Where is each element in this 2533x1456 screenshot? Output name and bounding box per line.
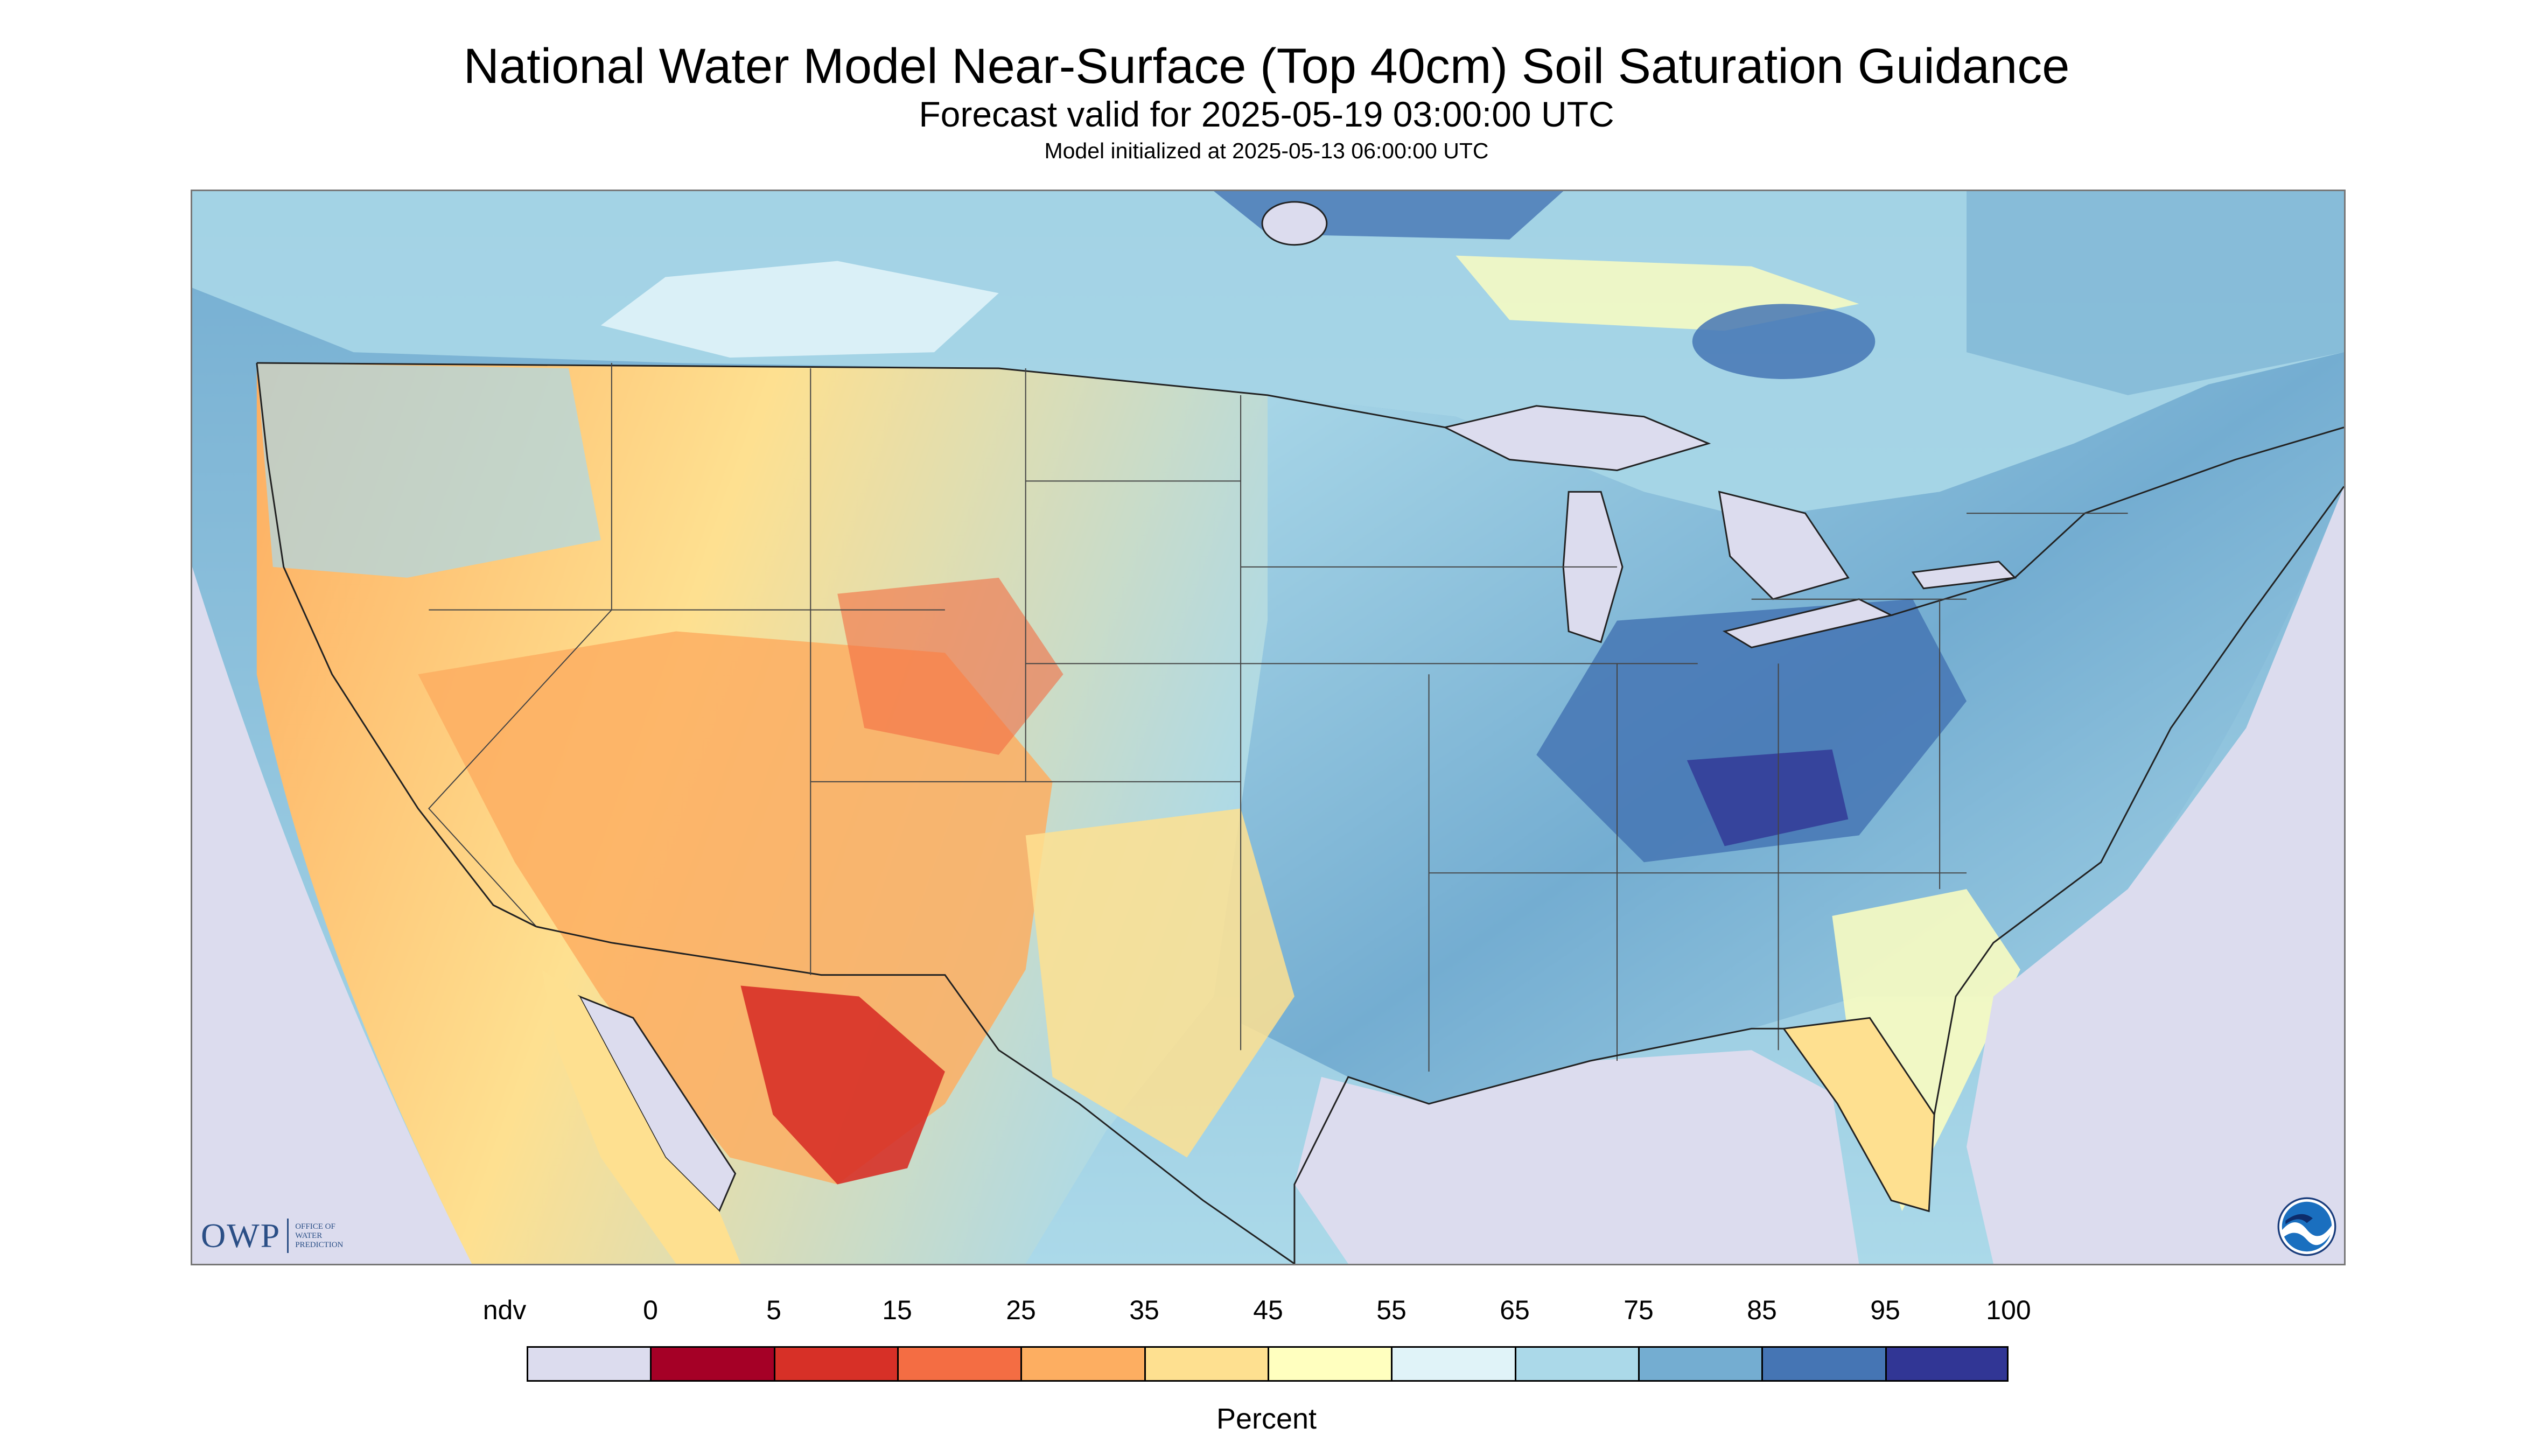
legend-label-ndv: ndv <box>482 1295 527 1325</box>
lake-erie <box>1722 598 1894 649</box>
legend-color-cell <box>527 1346 650 1382</box>
legend-label: 55 <box>1376 1295 1407 1325</box>
legend-label: 85 <box>1747 1295 1777 1325</box>
lake-winnipeg <box>1261 201 1328 246</box>
legend-color-cell <box>1020 1346 1144 1382</box>
colorado-dry-area <box>837 577 1063 755</box>
legend-label: 65 <box>1500 1295 1530 1325</box>
west-nodata-region <box>192 191 472 1264</box>
owp-logo: OWP OFFICE OF WATER PREDICTION <box>201 1214 343 1257</box>
atlantic-coastline <box>1933 486 2344 1115</box>
map-title: National Water Model Near-Surface (Top 4… <box>463 39 2070 94</box>
legend-color-cell <box>1144 1346 1268 1382</box>
legend-color-cell <box>650 1346 774 1382</box>
legend-labels: ndv 0 5 15 25 35 45 55 65 75 85 95 100 <box>0 1294 2533 1332</box>
gulf-coastline <box>1293 1027 1784 1264</box>
legend-label: 25 <box>1006 1295 1036 1325</box>
pacific-coastline <box>256 362 537 928</box>
legend-label: 5 <box>766 1295 781 1325</box>
owp-logo-subtitle: OFFICE OF WATER PREDICTION <box>295 1222 343 1250</box>
state-borders <box>428 363 2128 1072</box>
gulf-of-california <box>577 995 737 1213</box>
legend-color-cell <box>1267 1346 1391 1382</box>
canada-dry-patch <box>600 261 999 358</box>
gulf-of-mexico <box>1294 1050 1859 1264</box>
texas-plains-dry <box>1025 808 1295 1158</box>
legend-label: 75 <box>1624 1295 1654 1325</box>
owp-subtitle-line: PREDICTION <box>295 1240 344 1249</box>
legend-label: 100 <box>1986 1295 2031 1325</box>
legend-label: 15 <box>882 1295 912 1325</box>
legend-color-cell <box>897 1346 1021 1382</box>
lake-huron <box>1718 491 1850 600</box>
quebec-region <box>1967 191 2344 395</box>
soil-saturation-map[interactable] <box>192 191 2344 1264</box>
forecast-valid-subtitle: Forecast valid for 2025-05-19 03:00:00 U… <box>919 94 1614 134</box>
map-panel[interactable]: OWP OFFICE OF WATER PREDICTION <box>191 190 2346 1265</box>
legend-label: 35 <box>1129 1295 1159 1325</box>
noaa-logo <box>2277 1197 2336 1256</box>
legend-color-cell <box>1885 1346 2009 1382</box>
legend-label: 95 <box>1870 1295 1900 1325</box>
legend-label: 0 <box>643 1295 658 1325</box>
legend-label: 45 <box>1253 1295 1283 1325</box>
legend-unit-label: Percent <box>1216 1403 1317 1435</box>
owp-subtitle-line: WATER <box>295 1231 323 1240</box>
lake-superior <box>1443 405 1711 471</box>
legend-color-cell <box>1391 1346 1515 1382</box>
us-mexico-border <box>536 926 1295 1264</box>
owp-logo-divider <box>287 1219 289 1253</box>
pacific-northwest-wet <box>256 363 601 578</box>
legend-color-cell <box>1514 1346 1638 1382</box>
legend-colorbar <box>527 1346 2009 1384</box>
legend-color-cell <box>773 1346 897 1382</box>
ohio-valley-wet-core <box>1536 599 1967 863</box>
owp-subtitle-line: OFFICE OF <box>295 1222 335 1231</box>
florida-peninsula <box>1782 1017 1935 1213</box>
legend-color-cell <box>1761 1346 1885 1382</box>
model-init-line: Model initialized at 2025-05-13 06:00:00… <box>1044 138 1489 163</box>
us-canada-border <box>256 362 1445 429</box>
canada-wet-patch <box>1692 304 1876 379</box>
owp-logo-text: OWP <box>201 1216 281 1255</box>
tennessee-wettest-core <box>1687 749 1849 846</box>
baja-california <box>542 969 741 1264</box>
legend-color-cell <box>1638 1346 1762 1382</box>
atlantic-ocean <box>1967 486 2344 1264</box>
mexico-driest-area <box>740 985 945 1185</box>
